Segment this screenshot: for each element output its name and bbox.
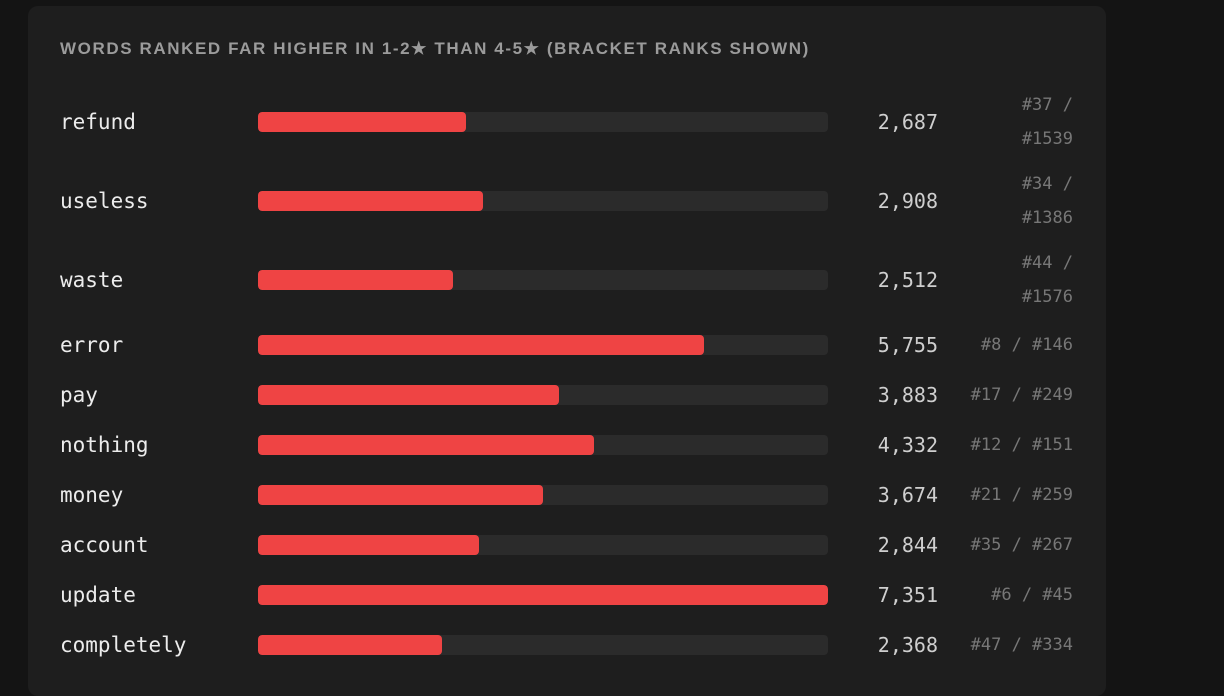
category-label: account: [60, 532, 149, 557]
bar-track: [258, 534, 828, 555]
bar: [258, 270, 453, 290]
bar-row: nothing 4,332 #12 / #151: [60, 420, 1106, 470]
value-label: 4,332: [877, 432, 938, 457]
rank-label: #21 / #259: [970, 484, 1073, 505]
bar-track: [258, 191, 828, 211]
value-label: 3,674: [877, 482, 938, 507]
bar-track: [258, 112, 828, 132]
value-label: 5,755: [877, 332, 938, 357]
rank-label: #17 / #249: [970, 384, 1073, 405]
category-label: nothing: [60, 432, 149, 457]
chart-title: WORDS RANKED FAR HIGHER IN 1-2★ THAN 4-5…: [60, 39, 810, 58]
value-label: 2,687: [877, 110, 938, 134]
bar-track: [258, 634, 828, 655]
bar-track: [258, 434, 828, 455]
bar-row: money 3,674 #21 / #259: [60, 470, 1106, 520]
category-label: refund: [60, 110, 136, 134]
bar-row: waste 2,512 #44 / #1576: [60, 241, 1106, 320]
rank-label: #44 / #1576: [1021, 253, 1073, 307]
value-label: 2,908: [877, 189, 938, 213]
rank-label: #8 / #146: [980, 334, 1073, 355]
bar-track: [258, 384, 828, 405]
value-label: 2,512: [877, 268, 938, 292]
rank-label: #37 / #1539: [1021, 95, 1073, 149]
category-label: pay: [60, 382, 98, 407]
bar-row: completely 2,368 #47 / #334: [60, 620, 1106, 670]
rank-label: #6 / #45: [991, 584, 1073, 605]
category-label: money: [60, 482, 124, 507]
bar: [258, 484, 543, 505]
rank-label: #34 / #1386: [1021, 174, 1073, 228]
bar: [258, 584, 828, 605]
bar-row: pay 3,883 #17 / #249: [60, 370, 1106, 420]
card: WORDS RANKED FAR HIGHER IN 1-2★ THAN 4-5…: [28, 6, 1106, 696]
category-label: completely: [60, 632, 187, 657]
bar: [258, 384, 560, 405]
rank-label: #12 / #151: [970, 434, 1073, 455]
bar-track: [258, 484, 828, 505]
category-label: error: [60, 332, 124, 357]
rank-label: #35 / #267: [970, 534, 1073, 555]
rank-label: #47 / #334: [970, 634, 1073, 655]
bar-row: useless 2,908 #34 / #1386: [60, 162, 1106, 241]
category-label: useless: [60, 189, 149, 213]
value-label: 7,351: [877, 582, 938, 607]
bar: [258, 191, 484, 211]
value-label: 2,368: [877, 632, 938, 657]
category-label: update: [60, 582, 136, 607]
bar: [258, 112, 467, 132]
bar: [258, 634, 442, 655]
bar: [258, 334, 705, 355]
bar-track: [258, 334, 828, 355]
category-label: waste: [60, 268, 124, 292]
bar: [258, 534, 479, 555]
bar-track: [258, 584, 828, 605]
bar-row: update 7,351 #6 / #45: [60, 570, 1106, 620]
bar-row: error 5,755 #8 / #146: [60, 320, 1106, 370]
bar-row: refund 2,687 #37 / #1539: [60, 83, 1106, 162]
bar: [258, 434, 594, 455]
rows: refund 2,687 #37 / #1539 useless 2,908 #34 / …: [60, 83, 1106, 670]
bar-track: [258, 270, 828, 290]
bar-row: account 2,844 #35 / #267: [60, 520, 1106, 570]
value-label: 3,883: [877, 382, 938, 407]
value-label: 2,844: [877, 532, 938, 557]
